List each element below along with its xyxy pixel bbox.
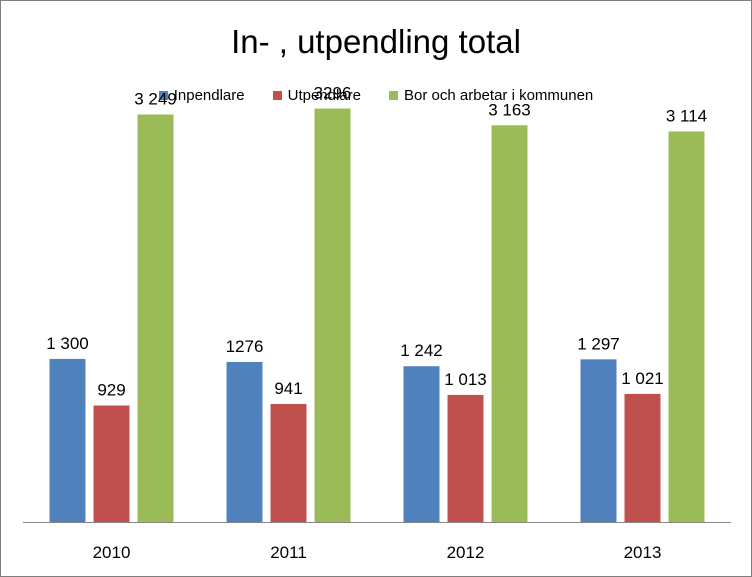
- chart-title: In- , utpendling total: [231, 23, 521, 60]
- data-label-utpendlare-2010: 929: [97, 380, 125, 399]
- legend-item-inpendlare: Inpendlare: [158, 87, 245, 104]
- legend-item-utpendlare: Utpendlare: [272, 87, 362, 104]
- bar-bor-och-arbetar-i-kommunen-2012: [491, 125, 528, 522]
- legend-label-inpendlare: Inpendlare: [173, 87, 245, 104]
- legend-swatch-utpendlare: [272, 91, 282, 100]
- legend-label-bor-och-arbetar: Bor och arbetar i kommunen: [404, 87, 594, 104]
- x-tick-label-2013: 2013: [624, 543, 662, 562]
- bar-inpendlare-2012: [403, 366, 440, 522]
- legend-item-bor-och-arbetar: Bor och arbetar i kommunen: [389, 87, 593, 104]
- bar-utpendlare-2013: [624, 393, 661, 522]
- bar-bor-och-arbetar-i-kommunen-2013: [668, 131, 705, 522]
- data-label-inpendlare-2012: 1 242: [400, 341, 443, 360]
- legend-label-utpendlare: Utpendlare: [287, 87, 362, 104]
- bar-inpendlare-2011: [226, 361, 263, 522]
- data-label-utpendlare-2012: 1 013: [444, 370, 487, 389]
- bar-utpendlare-2011: [270, 403, 307, 522]
- data-label-bor-och-arbetar-i-kommunen-2010: 3 249: [134, 89, 177, 108]
- chart-legend: Inpendlare Utpendlare Bor och arbetar i …: [1, 87, 751, 104]
- x-tick-label-2010: 2010: [93, 543, 131, 562]
- data-label-utpendlare-2011: 941: [274, 379, 302, 398]
- x-tick-label-2012: 2012: [447, 543, 485, 562]
- bar-utpendlare-2012: [447, 394, 484, 522]
- data-label-bor-och-arbetar-i-kommunen-2013: 3 114: [666, 106, 707, 125]
- data-label-inpendlare-2010: 1 300: [46, 334, 89, 353]
- bar-bor-och-arbetar-i-kommunen-2010: [137, 114, 174, 522]
- bar-bor-och-arbetar-i-kommunen-2011: [314, 108, 351, 522]
- legend-swatch-bor-och-arbetar: [389, 91, 399, 100]
- bar-inpendlare-2013: [580, 359, 617, 522]
- data-label-inpendlare-2011: 1276: [226, 337, 264, 356]
- x-tick-label-2011: 2011: [270, 543, 307, 562]
- data-label-bor-och-arbetar-i-kommunen-2012: 3 163: [488, 100, 531, 119]
- data-label-utpendlare-2013: 1 021: [621, 369, 664, 388]
- bar-utpendlare-2010: [93, 405, 130, 522]
- legend-swatch-inpendlare: [158, 91, 168, 100]
- bar-inpendlare-2010: [49, 358, 86, 522]
- data-label-bor-och-arbetar-i-kommunen-2011: 3296: [314, 84, 352, 103]
- data-label-inpendlare-2013: 1 297: [577, 334, 620, 353]
